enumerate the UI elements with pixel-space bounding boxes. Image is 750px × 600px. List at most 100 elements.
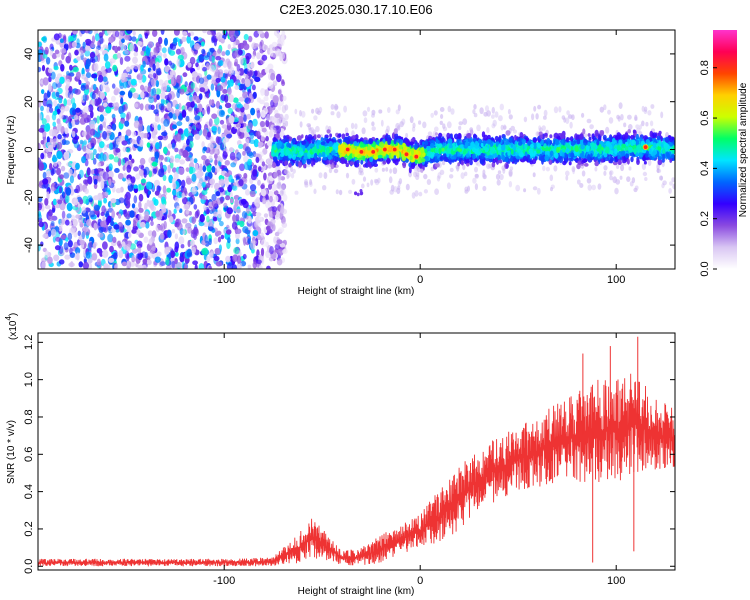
spectrogram-cell: [267, 164, 272, 169]
spectrogram-cell: [238, 42, 245, 50]
spectrogram-cell: [237, 115, 244, 124]
spectrogram-cell: [281, 80, 286, 87]
spectrogram-cell: [187, 32, 191, 37]
spectrogram-cell: [409, 116, 414, 124]
spectrogram-cell: [124, 55, 131, 62]
spectrogram-cell: [427, 131, 433, 136]
spectrogram-cell: [169, 155, 175, 164]
spectrogram-cell: [193, 204, 198, 210]
spectrogram-cell: [112, 102, 117, 107]
spectrogram-cell: [508, 181, 513, 188]
spectrogram-cell: [66, 162, 72, 167]
spectrogram-cell: [250, 61, 255, 69]
spectrogram-cell: [42, 35, 48, 43]
spectrogram-cell: [174, 147, 179, 153]
spectrogram-cell: [265, 225, 271, 231]
spectrogram-cell: [434, 188, 439, 195]
spectrogram-cell: [49, 163, 53, 171]
spectrogram-cell: [568, 161, 572, 166]
spectrogram-cell: [119, 90, 126, 96]
spectrogram-cell: [151, 161, 158, 167]
spectrogram-cell: [270, 218, 276, 225]
spectrogram-cell: [182, 149, 189, 158]
spectrogram-cell: [647, 159, 652, 166]
spectrogram-cell: [120, 158, 126, 166]
spectrogram-cell: [213, 211, 218, 217]
spectrogram-cell: [91, 98, 96, 107]
spectrogram-cell: [74, 89, 81, 95]
spectrogram-cell: [104, 84, 109, 90]
spectrogram-cell: [221, 51, 226, 57]
spectrogram-cell: [248, 152, 254, 159]
spectrogram-cell: [163, 53, 167, 59]
spectrogram-cell: [102, 171, 109, 181]
spectrogram-cell: [603, 104, 607, 111]
spectrogram-cell: [63, 140, 70, 146]
spectrogram-cell: [272, 95, 279, 104]
spectrogram-cell: [92, 243, 97, 249]
spectrogram-cell: [110, 198, 117, 204]
spectrogram-cell: [122, 146, 127, 153]
spectrogram-cell: [257, 141, 264, 147]
spectrogram-cell: [186, 101, 192, 107]
spectrogram-cell: [181, 218, 188, 224]
spectrogram-cell: [644, 177, 648, 181]
spectrogram-cell: [52, 110, 58, 116]
spectrogram-cell: [142, 258, 148, 265]
spectrogram-cell: [442, 126, 448, 132]
spectrogram-cell: [112, 64, 118, 72]
spectrogram-cell: [330, 111, 335, 116]
spectrogram-cell: [69, 247, 73, 255]
spectrogram-cell: [72, 136, 78, 144]
spectrogram-cell: [191, 186, 197, 195]
spectrogram-cell: [194, 163, 199, 172]
spectrogram-cell: [642, 171, 648, 177]
spectrogram-cell: [166, 187, 172, 193]
spectrogram-cell: [96, 70, 103, 77]
spectrogram-cell: [483, 134, 489, 141]
spectrogram-cell: [418, 120, 422, 125]
spectrogram-cell: [269, 246, 274, 255]
spectrogram-cell: [176, 121, 183, 127]
spectrogram-cell: [49, 43, 54, 51]
spectrogram-cell: [228, 94, 234, 103]
spectrogram-cell: [439, 107, 445, 112]
spectrogram-cell: [273, 190, 279, 196]
spectrogram-cell: [196, 209, 200, 217]
spectrogram-cell: [656, 168, 660, 173]
spectrogram-cell: [56, 141, 63, 150]
spectrogram-cell: [206, 92, 210, 99]
spectrogram-cell: [229, 152, 236, 161]
spectrogram-cell: [38, 221, 44, 228]
spectrogram-cell: [51, 52, 58, 60]
spectrogram-cell: [482, 169, 486, 175]
spectrogram-cell: [107, 170, 114, 179]
spectrogram-cell: [205, 62, 210, 71]
spectrogram-cell: [53, 33, 60, 41]
spectrogram-cell: [46, 136, 50, 144]
spectrogram-cell: [100, 82, 105, 91]
spectrogram-cell: [128, 154, 132, 161]
spectrogram-cell: [208, 99, 213, 106]
spectrogram-cell: [108, 36, 114, 43]
spectrogram-cell: [211, 165, 216, 173]
spectrogram-cell: [167, 93, 172, 101]
spectrogram-cell: [157, 224, 164, 231]
spectrogram-cell: [118, 250, 124, 259]
spectrogram-cell: [161, 47, 167, 54]
spectrogram-cell: [193, 36, 199, 41]
spectrogram-cell: [97, 74, 104, 83]
spectrogram-cell: [261, 197, 267, 205]
spectrogram-cell: [224, 102, 232, 109]
spectrogram-cell: [79, 139, 84, 145]
spectrogram-cell: [127, 74, 132, 80]
spectrogram-cell: [59, 174, 64, 180]
spectrogram-cell: [252, 211, 257, 217]
spectrogram-cell: [45, 57, 51, 65]
spectrogram-cell: [137, 41, 143, 46]
spectrogram-cell: [214, 159, 218, 166]
spectrogram-cell: [263, 172, 267, 181]
spectrogram-cell: [78, 215, 84, 224]
spectrogram-cell: [242, 253, 247, 260]
spectrogram-cell: [260, 188, 267, 197]
